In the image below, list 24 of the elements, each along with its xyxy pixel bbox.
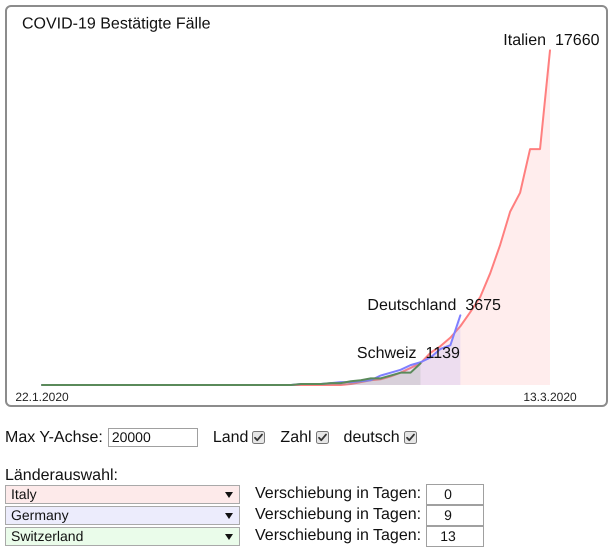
x-tick-label: 13.3.2020	[523, 390, 578, 404]
dropdown: Italy	[5, 485, 240, 504]
data-label: 17660	[555, 32, 600, 49]
dropdown: Germany	[5, 506, 240, 525]
text: Verschiebung in Tagen:	[255, 484, 422, 504]
text: Max Y-Achse:	[5, 428, 103, 446]
series-label: Deutschland	[367, 296, 456, 314]
text: Zahl	[280, 428, 312, 446]
text: Länderauswahl:	[5, 467, 118, 485]
text: Verschiebung in Tagen:	[255, 526, 422, 546]
data-label: 1139	[426, 344, 460, 362]
text: deutsch	[344, 428, 400, 446]
text-field: 20000	[108, 428, 198, 447]
text-field: 13	[426, 526, 484, 547]
text-field: 9	[426, 505, 484, 526]
x-tick-label: 22.1.2020	[15, 390, 70, 404]
series-label: Italien	[503, 32, 546, 49]
text-field: 0	[426, 484, 484, 505]
text: COVID-19 Bestätigte Fälle	[22, 16, 211, 32]
dropdown: Switzerland	[5, 527, 240, 546]
text: Land	[212, 428, 248, 446]
text: Verschiebung in Tagen:	[255, 505, 422, 525]
data-label: 3675	[465, 296, 502, 314]
series-label: Schweiz	[356, 344, 417, 362]
